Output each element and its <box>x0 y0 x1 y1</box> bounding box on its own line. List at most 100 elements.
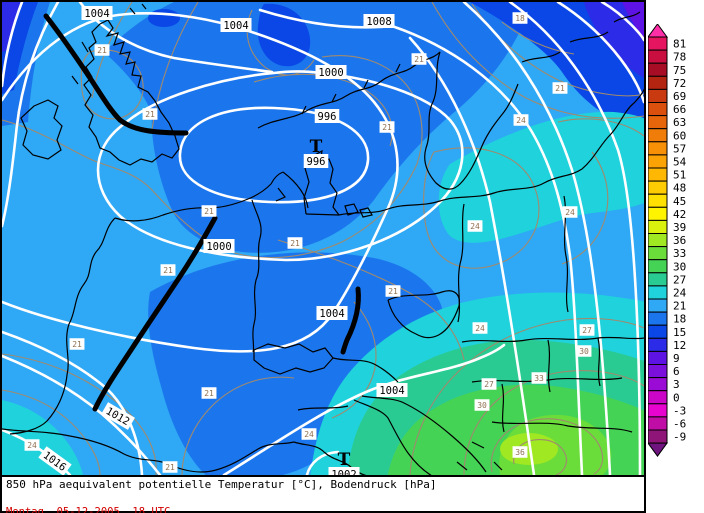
temp-contour-label: 36 <box>512 446 528 458</box>
color-scale-cell <box>647 350 668 365</box>
chart-title: 850 hPa aequivalent potentielle Temperat… <box>6 478 437 491</box>
coastline-layer <box>2 3 644 475</box>
temp-contour-label: 21 <box>94 44 110 56</box>
color-scale-tick-label: 48 <box>673 182 686 195</box>
svg-text:21: 21 <box>204 207 214 216</box>
color-scale-tick-label: 9 <box>673 352 680 365</box>
color-scale-cell <box>647 246 668 261</box>
color-scale-cell <box>647 298 668 313</box>
temp-contour-label: 18 <box>512 12 528 24</box>
isobar-label: 1000 <box>203 239 235 253</box>
color-scale-tick-label: 36 <box>673 234 686 247</box>
svg-text:18: 18 <box>515 14 525 23</box>
svg-text:1004: 1004 <box>223 20 248 32</box>
svg-text:21: 21 <box>204 389 214 398</box>
temp-contour-label: 21 <box>162 461 178 473</box>
svg-text:27: 27 <box>582 326 592 335</box>
svg-text:24: 24 <box>516 116 526 125</box>
color-scale-cell <box>647 193 668 208</box>
color-scale-tick-label: 0 <box>673 391 680 404</box>
color-scale-tick-label: 15 <box>673 326 686 339</box>
svg-text:24: 24 <box>470 222 480 231</box>
svg-text:1008: 1008 <box>366 16 391 28</box>
isobar-label: 1004 <box>220 18 252 32</box>
color-scale-tick-label: 27 <box>673 273 686 286</box>
svg-text:1004: 1004 <box>379 385 404 397</box>
svg-text:21: 21 <box>145 110 155 119</box>
svg-text:1004: 1004 <box>84 8 109 20</box>
color-scale-tick-label: 6 <box>673 365 680 378</box>
svg-text:24: 24 <box>475 324 485 333</box>
temp-contour-label: 27 <box>481 378 497 390</box>
temp-contour-label: 24 <box>24 439 40 451</box>
temp-contour-label: 24 <box>513 114 529 126</box>
temp-contour-label: 21 <box>201 205 217 217</box>
color-scale-cell <box>647 364 668 379</box>
color-scale-tick-label: 51 <box>673 169 686 182</box>
temp-contour-label: 30 <box>576 345 592 357</box>
temp-contour-label: 21 <box>287 237 303 249</box>
svg-text:21: 21 <box>165 463 175 472</box>
svg-text:21: 21 <box>414 55 424 64</box>
color-scale-cell <box>647 285 668 300</box>
color-scale-tick-label: 12 <box>673 339 686 352</box>
color-scale-cell <box>647 180 668 195</box>
color-scale-tick-label: 45 <box>673 195 686 208</box>
color-scale-cell <box>647 115 668 130</box>
color-scale-cell <box>647 259 668 274</box>
svg-text:21: 21 <box>382 123 392 132</box>
temperature-labels-layer: 21 18 21 21 21 24 21 21 24 24 21 21 21 24 27 21 30 33 27 21… <box>24 12 595 473</box>
svg-text:21: 21 <box>72 340 82 349</box>
color-scale-tick-label: 81 <box>673 38 686 51</box>
color-scale-tick-label: 3 <box>673 378 680 391</box>
caption-box: 850 hPa aequivalent potentielle Temperat… <box>0 475 646 513</box>
color-scale-cell <box>647 128 668 143</box>
color-scale-tick-label: -9 <box>673 431 686 444</box>
caption-line2: Montag, 05-12-2005 18 UTC (GFS 0.5°) (An… <box>2 494 644 513</box>
pressure-center-value: 996 <box>303 154 329 168</box>
color-scale-cell <box>647 377 668 392</box>
color-scale-cell <box>647 102 668 117</box>
color-scale-tick-label: 39 <box>673 221 686 234</box>
color-scale-canvas: 8178757269666360575451484542393633302724… <box>647 23 687 457</box>
map-canvas: 100410081004100099610001004100410121016 … <box>2 2 644 475</box>
svg-text:1000: 1000 <box>206 241 231 253</box>
color-scale-cell <box>647 167 668 182</box>
color-scale-cell <box>647 62 668 77</box>
color-scale-tick-label: 54 <box>673 155 687 168</box>
color-scale-cell <box>647 75 668 90</box>
color-scale-arrow-top <box>647 23 668 38</box>
color-scale-cell <box>647 324 668 339</box>
color-scale-tick-label: 66 <box>673 103 686 116</box>
color-scale-cell <box>647 49 668 64</box>
color-scale-tick-label: 69 <box>673 90 686 103</box>
color-scale-tick-label: 57 <box>673 142 686 155</box>
svg-text:30: 30 <box>579 347 589 356</box>
color-scale-tick-label: 63 <box>673 116 686 129</box>
temp-contour-label: 21 <box>201 387 217 399</box>
svg-text:36: 36 <box>515 448 525 457</box>
color-scale-cell <box>647 88 668 104</box>
color-scale-tick-label: 60 <box>673 129 686 142</box>
temp-contour-label: 21 <box>69 338 85 350</box>
temp-contour-label: 21 <box>385 285 401 297</box>
svg-text:24: 24 <box>27 441 37 450</box>
temp-contour-label: 21 <box>160 264 176 276</box>
svg-text:30: 30 <box>477 401 487 410</box>
svg-text:21: 21 <box>555 84 565 93</box>
color-scale-tick-label: 78 <box>673 51 686 64</box>
temp-contour-label: 33 <box>531 372 547 384</box>
svg-text:T: T <box>310 137 323 157</box>
temp-contour-label: 24 <box>467 220 483 232</box>
front-lines-layer <box>43 13 361 412</box>
color-scale-tick-label: 30 <box>673 260 686 273</box>
color-scale-tick-label: -6 <box>673 417 686 430</box>
isobar-label: 1004 <box>81 6 113 20</box>
color-scale-cell <box>647 403 668 418</box>
pressure-center-value: 1002 <box>328 467 360 475</box>
temp-contour-label: 24 <box>301 428 317 440</box>
isobar-label: 1000 <box>315 65 347 79</box>
svg-text:21: 21 <box>163 266 173 275</box>
